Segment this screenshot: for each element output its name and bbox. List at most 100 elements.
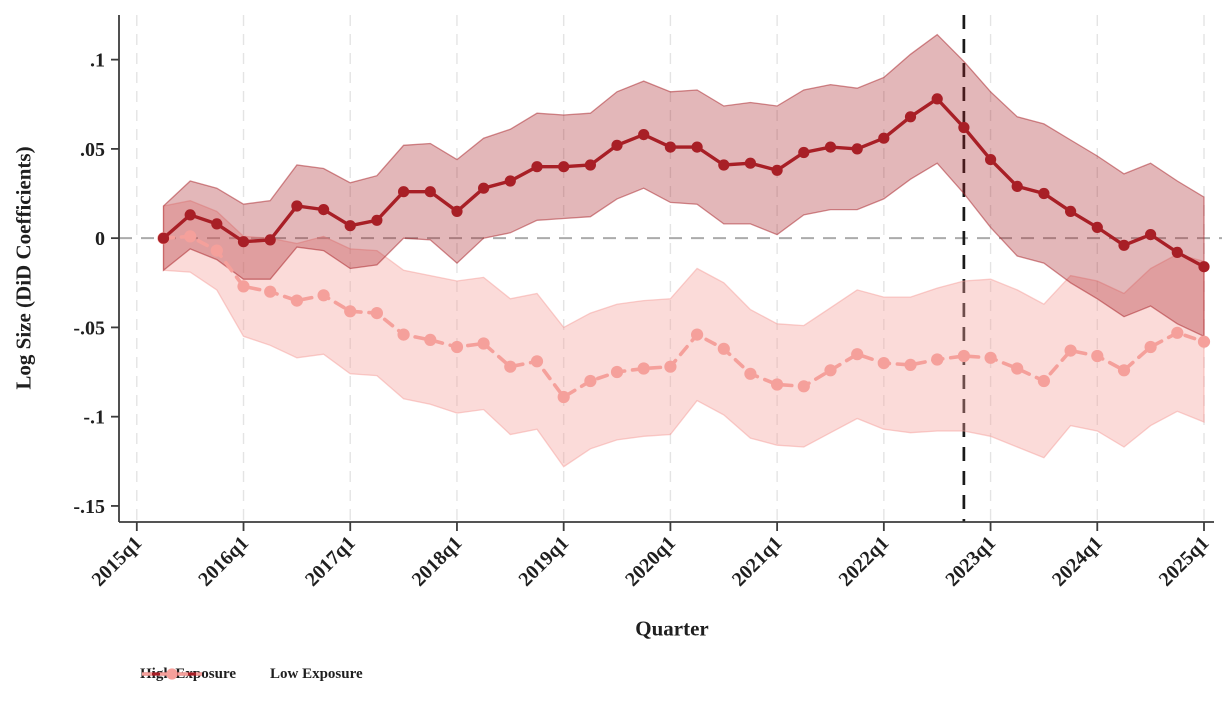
high-exposure-marker-2020q2 <box>691 141 703 153</box>
low-exposure-marker-2023q4 <box>1064 344 1077 357</box>
high-exposure-marker-2023q1 <box>985 154 997 166</box>
low-exposure-marker-2022q4 <box>957 349 971 363</box>
x-tick-label-2016q1: 2016q1 <box>194 532 253 591</box>
high-exposure-marker-2024q1 <box>1091 221 1103 233</box>
low-exposure-marker-2019q4 <box>637 362 650 375</box>
high-exposure-marker-2017q4 <box>424 186 436 198</box>
low-exposure-marker-2021q4 <box>851 348 864 361</box>
x-tick-label-2022q1: 2022q1 <box>835 532 894 591</box>
y-tick-label-.1: .1 <box>90 50 105 72</box>
high-exposure-marker-2017q2 <box>371 214 383 226</box>
low-exposure-marker-2024q1 <box>1091 349 1104 363</box>
high-exposure-marker-2019q3 <box>611 139 623 151</box>
low-exposure-marker-2017q3 <box>397 328 410 341</box>
low-exposure-marker-2020q1 <box>664 360 677 373</box>
x-tick-label-2021q1: 2021q1 <box>728 532 787 591</box>
low-exposure-marker-2018q3 <box>504 360 517 373</box>
high-exposure-marker-2022q4 <box>958 121 970 134</box>
y-tick-label--.15: -.15 <box>73 496 105 518</box>
low-exposure-marker-2020q3 <box>717 342 730 355</box>
high-exposure-marker-2024q2 <box>1118 239 1130 251</box>
x-tick-label-2023q1: 2023q1 <box>941 532 1000 591</box>
low-exposure-marker-2019q2 <box>584 374 597 388</box>
high-exposure-marker-2018q1 <box>451 205 463 217</box>
low-exposure-marker-2024q2 <box>1117 364 1131 377</box>
x-axis-title: Quarter <box>635 616 709 641</box>
low-exposure-marker-2016q4 <box>317 289 330 302</box>
high-exposure-marker-2019q2 <box>584 159 597 171</box>
high-exposure-marker-2020q1 <box>664 141 677 153</box>
high-exposure-marker-2021q1 <box>771 164 783 176</box>
low-exposure-marker-2015q4 <box>210 244 223 257</box>
high-exposure-marker-2020q4 <box>744 157 757 169</box>
high-exposure-marker-2016q4 <box>318 204 330 216</box>
low-exposure-ci-band <box>162 200 1205 468</box>
low-exposure-marker-2016q3 <box>290 294 303 307</box>
low-exposure-marker-2022q3 <box>931 353 944 366</box>
legend-label-low-exposure: Low Exposure <box>270 666 363 682</box>
low-exposure-marker-2016q2 <box>264 285 277 298</box>
x-tick-label-2020q1: 2020q1 <box>621 532 680 591</box>
low-exposure-marker-2018q4 <box>530 355 544 368</box>
high-exposure-marker-2018q2 <box>478 182 490 194</box>
low-exposure-marker-2023q3 <box>1037 374 1050 388</box>
y-tick-label--.05: -.05 <box>73 317 105 339</box>
low-exposure-marker-2017q1 <box>344 305 357 318</box>
high-exposure-marker-2015q3 <box>184 209 196 221</box>
high-exposure-marker-2018q3 <box>504 175 516 187</box>
x-tick-label-2025q1: 2025q1 <box>1155 532 1214 591</box>
high-exposure-marker-2024q3 <box>1145 229 1157 241</box>
low-exposure-marker-2016q1 <box>237 280 250 293</box>
y-axis-title: Log Size (DiD Coefficients) <box>11 146 36 390</box>
x-tick-label-2019q1: 2019q1 <box>514 532 573 591</box>
legend: High Exposure Low Exposure <box>140 666 363 683</box>
high-exposure-marker-2016q1 <box>237 236 250 248</box>
high-exposure-marker-2020q3 <box>718 159 730 171</box>
high-exposure-marker-2015q4 <box>211 218 223 230</box>
low-exposure-marker-2021q3 <box>824 364 837 377</box>
legend-item-low-exposure: Low Exposure <box>142 666 363 683</box>
high-exposure-marker-2021q3 <box>824 141 837 153</box>
x-tick-label-2017q1: 2017q1 <box>301 532 360 591</box>
high-exposure-marker-2022q2 <box>904 111 917 123</box>
low-exposure-marker-2018q2 <box>477 337 490 350</box>
low-exposure-marker-2021q2 <box>797 380 810 393</box>
high-exposure-marker-2023q2 <box>1011 180 1023 192</box>
high-exposure-marker-2019q4 <box>638 129 650 141</box>
low-exposure-marker-2017q2 <box>370 307 383 320</box>
low-exposure-marker-2015q3 <box>184 230 197 243</box>
low-exposure-marker-2019q3 <box>610 365 624 379</box>
high-exposure-marker-2021q2 <box>798 146 810 159</box>
low-exposure-marker-2019q1 <box>557 390 570 404</box>
low-exposure-line-sample-icon <box>142 668 202 680</box>
low-exposure-marker-2020q2 <box>691 328 704 341</box>
low-exposure-marker-2024q4 <box>1171 326 1184 339</box>
y-tick-label-0: 0 <box>95 228 105 250</box>
high-exposure-marker-2022q3 <box>931 93 943 105</box>
high-exposure-marker-2023q3 <box>1038 187 1050 200</box>
high-exposure-line <box>161 96 1206 269</box>
high-exposure-marker-2022q1 <box>878 132 890 144</box>
high-exposure-marker-2021q4 <box>851 143 863 155</box>
low-exposure-marker-2018q1 <box>450 340 464 354</box>
y-tick-label-.05: .05 <box>80 139 105 161</box>
x-tick-label-2018q1: 2018q1 <box>408 532 467 591</box>
x-tick-label-2015q1: 2015q1 <box>88 532 147 591</box>
high-exposure-marker-2015q2 <box>157 232 170 244</box>
low-exposure-marker-2022q2 <box>904 358 917 371</box>
low-exposure-marker-2020q4 <box>744 367 757 380</box>
high-exposure-marker-2017q3 <box>398 186 410 198</box>
high-exposure-marker-2023q4 <box>1065 205 1077 217</box>
high-exposure-marker-2016q3 <box>291 200 303 212</box>
high-exposure-marker-2017q1 <box>344 220 356 232</box>
high-exposure-marker-2016q2 <box>264 234 276 246</box>
x-tick-label-2024q1: 2024q1 <box>1048 532 1107 591</box>
low-exposure-marker-2023q2 <box>1011 362 1024 375</box>
low-exposure-line <box>161 234 1206 400</box>
high-exposure-marker-2024q4 <box>1171 246 1183 258</box>
low-exposure-marker-2022q1 <box>877 357 890 370</box>
low-exposure-marker-2021q1 <box>771 378 784 391</box>
high-exposure-marker-2019q1 <box>558 161 570 173</box>
